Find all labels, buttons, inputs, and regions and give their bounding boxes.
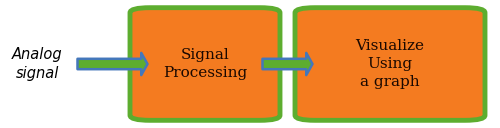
FancyBboxPatch shape [130, 8, 280, 120]
Text: Visualize
Using
a graph: Visualize Using a graph [356, 39, 424, 89]
Text: Signal
Processing: Signal Processing [163, 48, 247, 80]
Text: Analog
signal: Analog signal [12, 47, 63, 81]
FancyBboxPatch shape [295, 8, 485, 120]
